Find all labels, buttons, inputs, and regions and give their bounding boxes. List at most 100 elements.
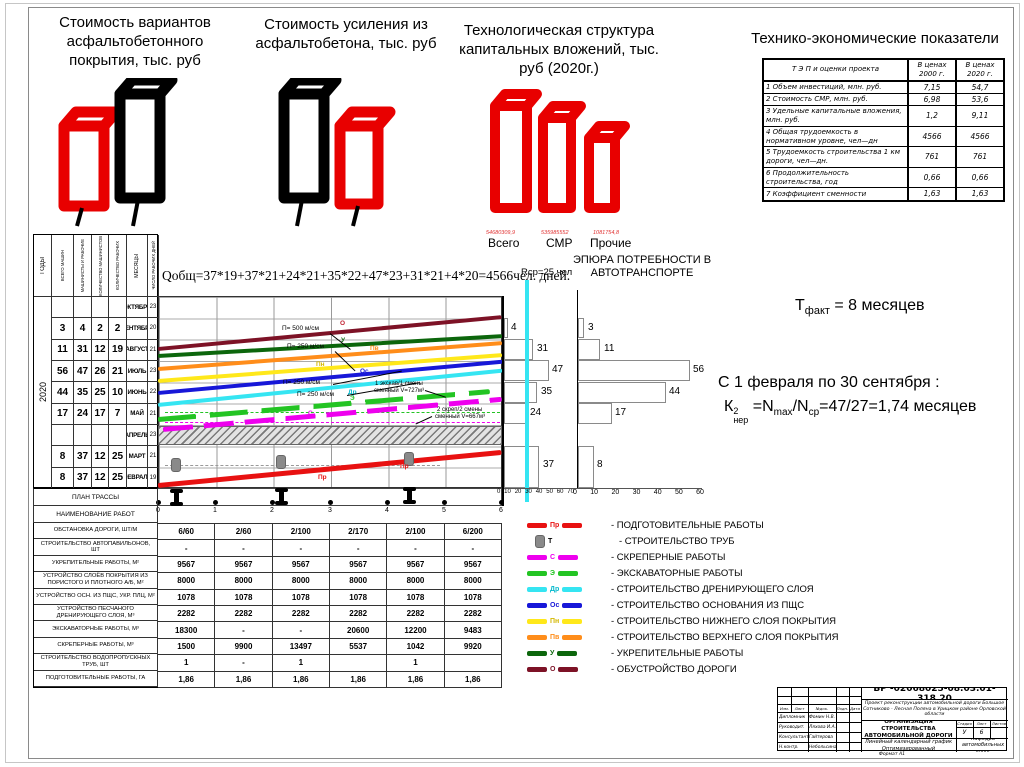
works-row-label: СТРОИТЕЛЬСТВО ВОДОПРОПУСКНЫХ ТРУБ, ШТ (34, 654, 158, 671)
chart-structure-title: Технологическая структура капитальных вл… (459, 22, 659, 77)
culvert-pipe-icon (403, 487, 416, 504)
project-name: Проект реконструкции автомобильной дорог… (863, 700, 1006, 718)
legend-item: У- УКРЕПИТЕЛЬНЫЕ РАБОТЫ (527, 646, 743, 660)
km-tick-dot (156, 500, 161, 505)
transport-bar (578, 339, 600, 360)
labor-bar-value: 4 (511, 322, 517, 333)
works-row-label: УСТРОЙСТВО ОСН. ИЗ ПЩС, УКР. ПЛЦ, М² (34, 588, 158, 605)
schedule-header-years: ГОДЫ (39, 257, 46, 274)
sign-header: Подп. (836, 705, 849, 711)
schedule-header: КОЛИЧЕСТВО МАШИНИСТОВ (97, 235, 103, 296)
code-os: Ос (360, 368, 369, 375)
structure-value-1: 535985552 (541, 230, 569, 236)
april-band (158, 426, 502, 445)
month-label: ИЮЛЬ (127, 360, 148, 383)
works-row-label: ПОДГОТОВИТЕЛЬНЫЕ РАБОТЫ, ГА (34, 670, 158, 687)
stage-header: Листов (991, 721, 1007, 726)
ann-excav-1: 1 экскав/1 смены (375, 381, 423, 387)
sign-header: №док. (815, 705, 829, 711)
labor-bar (504, 382, 538, 403)
signer-name: Ляхова И.А. (809, 724, 836, 730)
ann-500: П= 500 м/см (282, 325, 319, 332)
km-tick-dot (499, 500, 504, 505)
legend-item: Э- ЭКСКАВАТОРНЫЕ РАБОТЫ (527, 566, 743, 580)
ann-250c: П= 250 м/см (297, 391, 334, 398)
code-dr: Др (348, 389, 357, 396)
km-label: 4 (385, 507, 389, 514)
pipe-icon (404, 452, 414, 466)
code-pr2: Пр (400, 463, 409, 470)
month-label: МАЙ (127, 403, 148, 425)
schedule-header: КОЛИЧЕСТВО РАБОЧИХ (115, 240, 120, 291)
tep-table: Т Э П и оценки проекта В ценах 2000 г. В… (762, 58, 1005, 202)
labor-bar (504, 446, 540, 488)
transport-bar (578, 446, 594, 488)
tep-row-label: 6 Продолжительность строительства, год (762, 166, 909, 189)
tep-row-label: 2 Стоимость СМР, млн. руб. (762, 92, 909, 107)
pipe-icon (171, 458, 181, 472)
schedule-header: ВСЕГО МАШИН (60, 249, 65, 282)
works-row-label: УСТРОЙСТВО ПЕСЧАНОГО ДРЕНИРУЮЩЕГО СЛОЯ, … (34, 604, 158, 622)
culvert-pipe-icon (275, 488, 288, 505)
km-label: 3 (328, 507, 332, 514)
schedule-header: МАШИНИСТЫ И РАБОЧИЕ (80, 238, 85, 293)
signer-name: Гайтерова (809, 734, 834, 740)
works-row-label: УСТРОЙСТВО СЛОЁВ ПОКРЫТИЯ ИЗ ПОРИСТОГО И… (34, 572, 158, 589)
pipe-icon (535, 534, 545, 548)
t-fact-note: Тфакт = 8 месяцев (795, 297, 925, 317)
signer-role: Н.контр. (779, 744, 799, 750)
legend-item: О- ОБУСТРОЙСТВО ДОРОГИ (527, 662, 737, 676)
charts-baseline (504, 488, 702, 489)
chart-variants-bars (58, 78, 178, 227)
code-s: С (308, 410, 313, 417)
transport-chart-title: ЭПЮРА ПОТРЕБНОСТИ В АВТОТРАНСПОРТЕ (572, 254, 712, 280)
gantt-right-border (502, 296, 504, 506)
tep-head-2000: В ценах 2000 г. (907, 58, 957, 82)
stage-value (990, 727, 1008, 738)
k-formula-note: К 2 нер =Nmax/Nср=47/27=1,74 месяцев (724, 398, 977, 425)
month-label: ИЮНЬ (127, 382, 148, 404)
legend-item: Пв - СТРОИТЕЛЬСТВО ВЕРХНЕГО СЛОЯ ПОКРЫТИЯ (527, 630, 839, 644)
transport-bar-value: 44 (669, 386, 681, 397)
month-label: АВГУСТ (127, 339, 148, 361)
km-label: 6 (499, 507, 503, 514)
structure-label-0: Всего (488, 236, 520, 250)
code-pn: Пн (316, 361, 325, 368)
labor-bar (504, 318, 508, 338)
transport-bar-value: 8 (597, 459, 603, 470)
labor-bar-value: 35 (541, 386, 553, 397)
works-row-labels: ОБСТАНОВКА ДОРОГИ, ШТ/М СТРОИТЕЛЬСТВО АВ… (33, 523, 158, 688)
q-formula: Qобщ=37*19+37*21+24*21+35*22+47*23+31*21… (162, 268, 571, 283)
labor-bar (504, 403, 527, 424)
department: Кафедра автомобильных дорог (961, 739, 1005, 752)
sign-header: Дата (850, 705, 860, 711)
legend-item: Ос - СТРОИТЕЛЬСТВО ОСНОВАНИЯ ИЗ ПЩС (527, 598, 804, 612)
tep-head-2020: В ценах 2020 г. (955, 58, 1005, 82)
format-label: Формат А1 (878, 752, 906, 757)
km-tick-dot (328, 500, 333, 505)
works-row-label: ЭКСКАВАТОРНЫЕ РАБОТЫ, М³ (34, 621, 158, 638)
km-tick-dot (385, 500, 390, 505)
legend-item: Т- СТРОИТЕЛЬСТВО ТРУБ (527, 534, 735, 548)
sign-header: Изм. (780, 705, 789, 711)
tep-row-label: 7 Коэффициент сменности (762, 187, 909, 202)
km-tick-dot (213, 500, 218, 505)
works-values-grid: 6/60 2/60 2/100 2/170 2/100 6/200 ------ 9567… (158, 523, 502, 688)
structure-value-0: 54680309,9 (486, 230, 516, 236)
structure-value-2: 1081754,8 (593, 230, 619, 236)
code-e: Э (350, 395, 355, 402)
pipe-icon (276, 455, 286, 469)
legend-item: Пн - СТРОИТЕЛЬСТВО НИЖНЕГО СЛОЯ ПОКРЫТИЯ (527, 614, 836, 628)
title-block: Изм. Лист №док. Подп. Дата Дипломник Фом… (777, 687, 1008, 752)
code-o: О (340, 320, 346, 327)
ann-250b: П= 250 м/см (283, 379, 320, 386)
labor-axis: 0 10 20 30 40 50 60 70 (497, 489, 574, 495)
chart-structure-bars (490, 89, 630, 213)
tep-title: Технико-экономические показатели (751, 30, 999, 47)
sheet-frame (28, 7, 1014, 759)
chart-reinforcement-bars (278, 78, 396, 227)
transport-bar (578, 318, 584, 338)
code-pr: Пр (318, 474, 327, 481)
legend-item: Др - СТРОИТЕЛЬСТВО ДРЕНИРУЮЩЕГО СЛОЯ (527, 582, 814, 596)
